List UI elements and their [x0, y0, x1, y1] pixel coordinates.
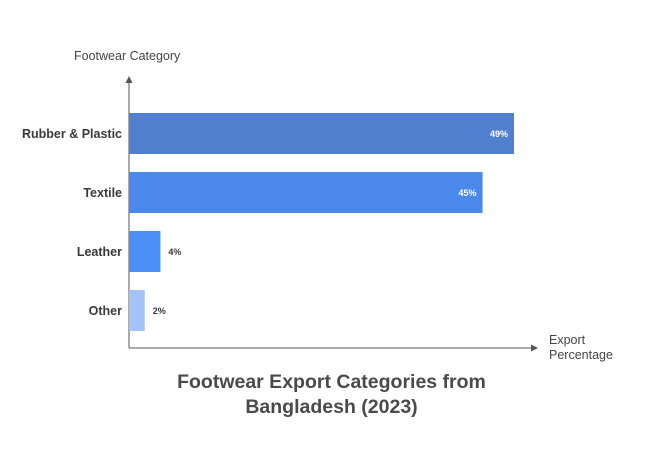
value-label: 49%: [490, 129, 508, 139]
bars: 49% 45% 4% 2%: [129, 113, 514, 331]
chart-title: Footwear Export Categories from Banglade…: [0, 370, 663, 420]
value-label: 4%: [168, 247, 181, 257]
bar-other: [129, 290, 145, 331]
y-axis-arrow: [125, 76, 133, 83]
category-labels: Rubber & Plastic Textile Leather Other: [22, 127, 122, 318]
bar-leather: [129, 231, 161, 272]
x-axis-arrow: [531, 344, 538, 352]
x-axis-label-line-2: Percentage: [549, 348, 613, 362]
category-label: Textile: [83, 186, 122, 200]
chart-title-line-2: Bangladesh (2023): [245, 396, 418, 418]
x-axis-label-line-1: Export: [549, 333, 586, 347]
category-label: Leather: [77, 245, 122, 259]
bar-textile: [129, 172, 483, 213]
chart-title-line-1: Footwear Export Categories from: [177, 371, 486, 393]
category-label: Other: [89, 304, 122, 318]
y-axis-label: Footwear Category: [74, 49, 181, 63]
bar-rubber-plastic: [129, 113, 514, 154]
value-label: 45%: [459, 188, 477, 198]
category-label: Rubber & Plastic: [22, 127, 122, 141]
value-label: 2%: [153, 306, 166, 316]
